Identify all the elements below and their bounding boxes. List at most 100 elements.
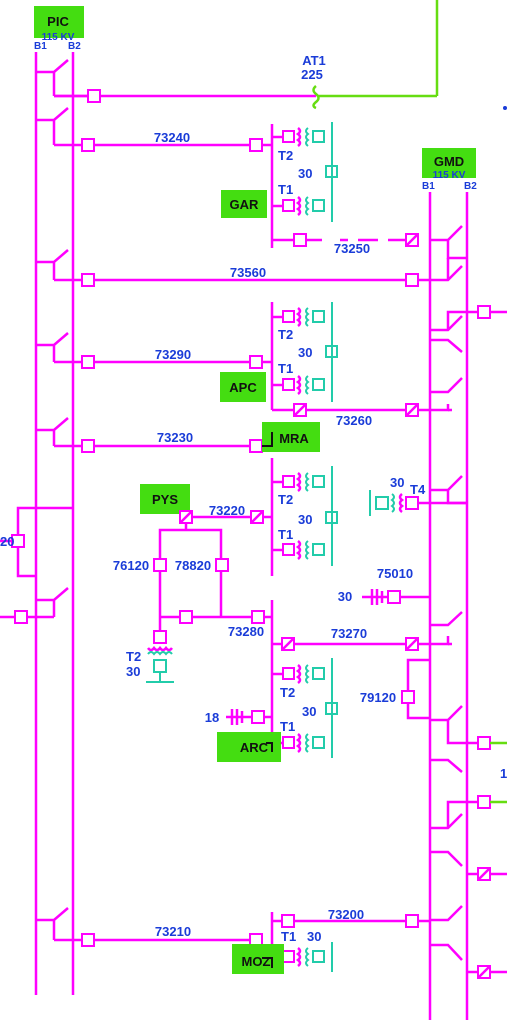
label-79120: 79120: [360, 690, 396, 705]
at1-coil-icon: [312, 85, 320, 110]
substation-pys[interactable]: PYS: [140, 484, 190, 514]
breaker-73200-moz[interactable]: [281, 914, 295, 928]
breaker-73260-gmd[interactable]: [405, 403, 419, 417]
gmd-feeder-312-breaker[interactable]: [477, 305, 491, 319]
arc-transformer-t2[interactable]: [272, 664, 325, 684]
breaker-73290-apc[interactable]: [249, 355, 263, 369]
substation-apc-name: APC: [229, 380, 257, 395]
apc-t2-label: T2: [278, 327, 293, 342]
breaker-73220-mra[interactable]: [250, 510, 264, 524]
breaker-73230-mra[interactable]: [249, 439, 263, 453]
apc-lv-breaker[interactable]: [325, 345, 338, 358]
breaker-73240-gar[interactable]: [249, 138, 263, 152]
apc-transformer-t1[interactable]: [272, 375, 325, 395]
mra-transformer-t2[interactable]: [272, 472, 325, 492]
breaker-at1[interactable]: [87, 89, 101, 103]
substation-arc[interactable]: ARC: [217, 732, 281, 762]
label-73290: 73290: [155, 347, 191, 362]
gmd-feeder-972-breaker[interactable]: [477, 965, 491, 979]
gar-transformer-t1[interactable]: [272, 196, 325, 216]
breaker-73270-arc[interactable]: [281, 637, 295, 651]
gar-t1-label: T1: [278, 182, 293, 197]
breaker-73280-arc[interactable]: [251, 610, 265, 624]
left-feeder-617-breaker[interactable]: [14, 610, 28, 624]
label-73250: 73250: [334, 241, 370, 256]
substation-moz[interactable]: MOZ: [232, 944, 284, 974]
pys-transformer-t2[interactable]: [146, 630, 174, 683]
breaker-76120[interactable]: [153, 558, 167, 572]
substation-pic-name: PIC: [47, 14, 69, 29]
label-73270: 73270: [331, 626, 367, 641]
breaker-73280-pys[interactable]: [179, 610, 193, 624]
label-73280: 73280: [228, 624, 264, 639]
at1-value: 225: [301, 67, 323, 82]
substation-pic[interactable]: PIC 115 KV B1 B2: [34, 6, 84, 52]
gmd-feeder-874-breaker[interactable]: [477, 867, 491, 881]
breaker-73230-pic[interactable]: [81, 439, 95, 453]
breaker-73250-gmd[interactable]: [405, 233, 419, 247]
mra-transformer-t1[interactable]: [272, 540, 325, 560]
substation-gmd[interactable]: GMD 115 KV B1 B2: [422, 148, 477, 192]
right-partial-label: 1: [500, 766, 507, 781]
left-feeder-20-breaker[interactable]: [11, 534, 25, 548]
gmd-capacitor[interactable]: [362, 589, 401, 605]
substation-gar[interactable]: GAR: [221, 190, 267, 218]
breaker-79120[interactable]: [401, 690, 415, 704]
label-73210: 73210: [155, 924, 191, 939]
line-79120[interactable]: [406, 658, 430, 720]
gmd-bus1-label: B1: [422, 181, 435, 192]
pic-bus2-label: B2: [68, 41, 81, 52]
label-73240: 73240: [154, 130, 190, 145]
apc-transformer-t2[interactable]: [272, 307, 325, 327]
mra-t2-label: T2: [278, 492, 293, 507]
label-73200: 73200: [328, 907, 364, 922]
breaker-73210-pic[interactable]: [81, 933, 95, 947]
breaker-73560-gmd[interactable]: [405, 273, 419, 287]
breaker-73270-gmd[interactable]: [405, 637, 419, 651]
pic-bus1-label: B1: [34, 41, 47, 52]
label-73260: 73260: [336, 413, 372, 428]
left-partial-label: 20: [0, 534, 14, 549]
pys-internal-bus[interactable]: [158, 523, 223, 636]
breaker-73220-pys[interactable]: [179, 510, 193, 524]
gar-rating: 30: [298, 166, 312, 181]
apc-rating: 30: [298, 345, 312, 360]
breaker-73240-pic[interactable]: [81, 138, 95, 152]
arc-rating: 30: [302, 704, 316, 719]
mra-rating: 30: [298, 512, 312, 527]
moz-t1-label: T1: [281, 929, 296, 944]
substation-mra[interactable]: MRA: [262, 422, 320, 452]
substation-pic-voltage: 115 KV: [42, 32, 75, 43]
gmd-open-taps: [448, 408, 455, 646]
breaker-78820[interactable]: [215, 558, 229, 572]
pys-t2-rating: 30: [126, 664, 140, 679]
arc-t1-label: T1: [280, 719, 295, 734]
gmd-feeder-743-breaker[interactable]: [477, 736, 491, 750]
label-73220: 73220: [209, 503, 245, 518]
substation-gmd-name: GMD: [434, 154, 464, 169]
arc-lv-breaker[interactable]: [325, 702, 338, 715]
gmd-transformer-t4[interactable]: [369, 490, 419, 516]
arc-capacitor-rating: 18: [205, 710, 219, 725]
mra-lv-breaker[interactable]: [325, 511, 338, 524]
gmd-t4-rating: 30: [390, 475, 404, 490]
gar-transformer-t2[interactable]: [272, 127, 325, 147]
arc-capacitor[interactable]: [226, 709, 272, 725]
gmd-feeder-802-breaker[interactable]: [477, 795, 491, 809]
substation-mra-name: MRA: [279, 431, 309, 446]
gar-lv-breaker[interactable]: [325, 165, 338, 178]
breaker-73250-gar[interactable]: [293, 233, 307, 247]
gar-t2-label: T2: [278, 148, 293, 163]
breaker-73200-gmd[interactable]: [405, 914, 419, 928]
substation-apc[interactable]: APC: [220, 372, 266, 402]
substation-arc-name: ARC: [240, 740, 269, 755]
breaker-73560-pic[interactable]: [81, 273, 95, 287]
breaker-73290-pic[interactable]: [81, 355, 95, 369]
mra-t1-label: T1: [278, 527, 293, 542]
label-73230: 73230: [157, 430, 193, 445]
breaker-73260-apc[interactable]: [293, 403, 307, 417]
substation-gmd-voltage: 115 KV: [433, 170, 466, 181]
pic-breakers: [36, 59, 95, 940]
substation-pys-name: PYS: [152, 492, 178, 507]
arc-t2-label: T2: [280, 685, 295, 700]
